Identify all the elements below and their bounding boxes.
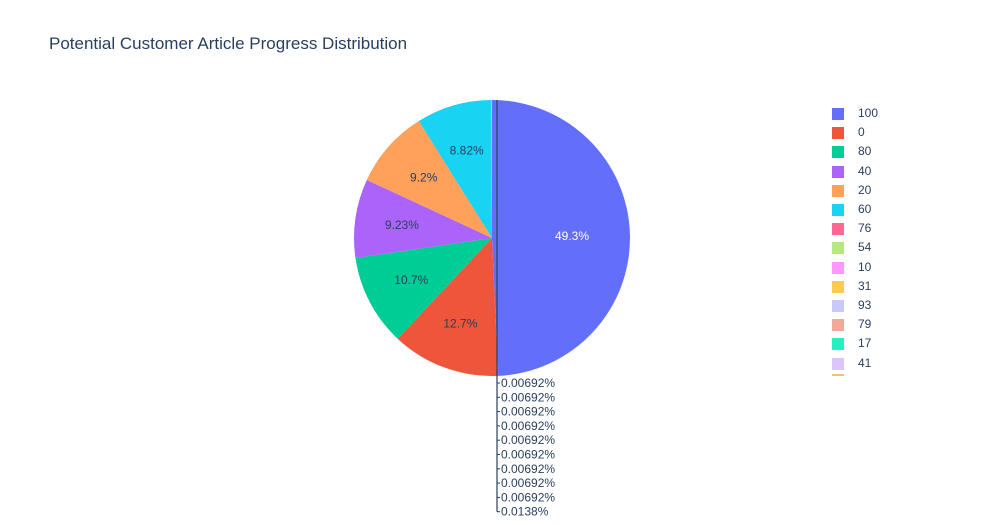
slice-label-outside: 0.00692% xyxy=(501,376,555,390)
slice-label-outside: 0.00692% xyxy=(501,462,555,476)
legend-label: 93 xyxy=(858,298,872,312)
legend-label: 41 xyxy=(858,355,872,370)
slice-label: 10.7% xyxy=(394,273,428,287)
slice-label-outside: 0.00692% xyxy=(501,419,555,433)
legend-swatch xyxy=(832,261,844,274)
chart-title: Potential Customer Article Progress Dist… xyxy=(49,34,408,53)
legend-swatch xyxy=(832,223,844,236)
legend-swatch xyxy=(832,319,844,332)
pie-slice-40[interactable] xyxy=(353,179,492,259)
legend-label: 54 xyxy=(858,240,872,255)
legend-label: 31 xyxy=(858,278,872,293)
legend-swatch xyxy=(832,108,844,120)
legend-swatch xyxy=(832,357,844,370)
legend-label: 76 xyxy=(858,221,872,236)
pie-slice-10[interactable] xyxy=(491,99,492,238)
slice-label-outside: 0.00692% xyxy=(501,476,555,490)
legend-swatch xyxy=(832,204,844,216)
slice-label: 9.2% xyxy=(410,171,438,185)
slice-label-outside: 0.0138% xyxy=(501,505,549,519)
legend-swatch xyxy=(832,280,844,293)
slice-label-outside: 0.00692% xyxy=(501,405,555,419)
pie-slice-20[interactable] xyxy=(366,120,492,238)
slice-label-outside: 0.00692% xyxy=(501,490,555,504)
legend-label: 20 xyxy=(858,182,872,197)
legend-swatch xyxy=(832,165,844,178)
legend-label: 80 xyxy=(858,144,872,159)
pie-slice-54[interactable] xyxy=(491,99,492,238)
legend[interactable]: 100 0 80 40 20 60 76 54 10 31 93 79 17 41 xyxy=(829,105,949,375)
legend-label: 79 xyxy=(858,317,872,332)
slice-label-outside: 0.00692% xyxy=(501,448,555,462)
slice-label-outside: 0.00692% xyxy=(501,390,555,404)
pie-slice-60[interactable] xyxy=(418,100,492,238)
legend-label: 10 xyxy=(858,259,872,274)
legend-label: 40 xyxy=(858,163,872,178)
slice-label: 9.23% xyxy=(385,218,419,232)
legend-label: 17 xyxy=(858,336,872,351)
legend-label: 100 xyxy=(858,106,879,120)
pie-slice-80[interactable] xyxy=(355,238,492,339)
pie-slice-100[interactable] xyxy=(492,100,630,376)
legend-swatch xyxy=(832,146,844,159)
pie-slice-76[interactable] xyxy=(491,99,492,238)
legend-swatch xyxy=(832,184,844,197)
legend-swatch xyxy=(832,338,844,351)
slice-label: 49.3% xyxy=(555,229,589,243)
legend-label: 60 xyxy=(858,202,872,216)
legend-swatch xyxy=(832,300,844,312)
legend-swatch xyxy=(832,127,844,140)
slice-label: 8.82% xyxy=(450,144,484,158)
slice-label: 12.7% xyxy=(443,316,477,330)
legend-swatch xyxy=(832,242,844,255)
pie-slice-0[interactable] xyxy=(397,238,499,376)
legend-label: 0 xyxy=(858,125,865,140)
legend-overflow-swatch xyxy=(832,374,844,376)
slice-label-outside: 0.00692% xyxy=(501,433,555,447)
